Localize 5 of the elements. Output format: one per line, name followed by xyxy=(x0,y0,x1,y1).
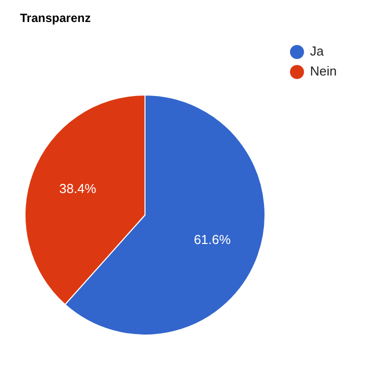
data-label: 61.6% xyxy=(194,232,232,248)
legend-label: Nein xyxy=(310,63,337,78)
chart-title: Transparenz xyxy=(20,11,91,25)
data-label: 38.4% xyxy=(59,180,97,196)
legend-label: Ja xyxy=(310,43,324,58)
